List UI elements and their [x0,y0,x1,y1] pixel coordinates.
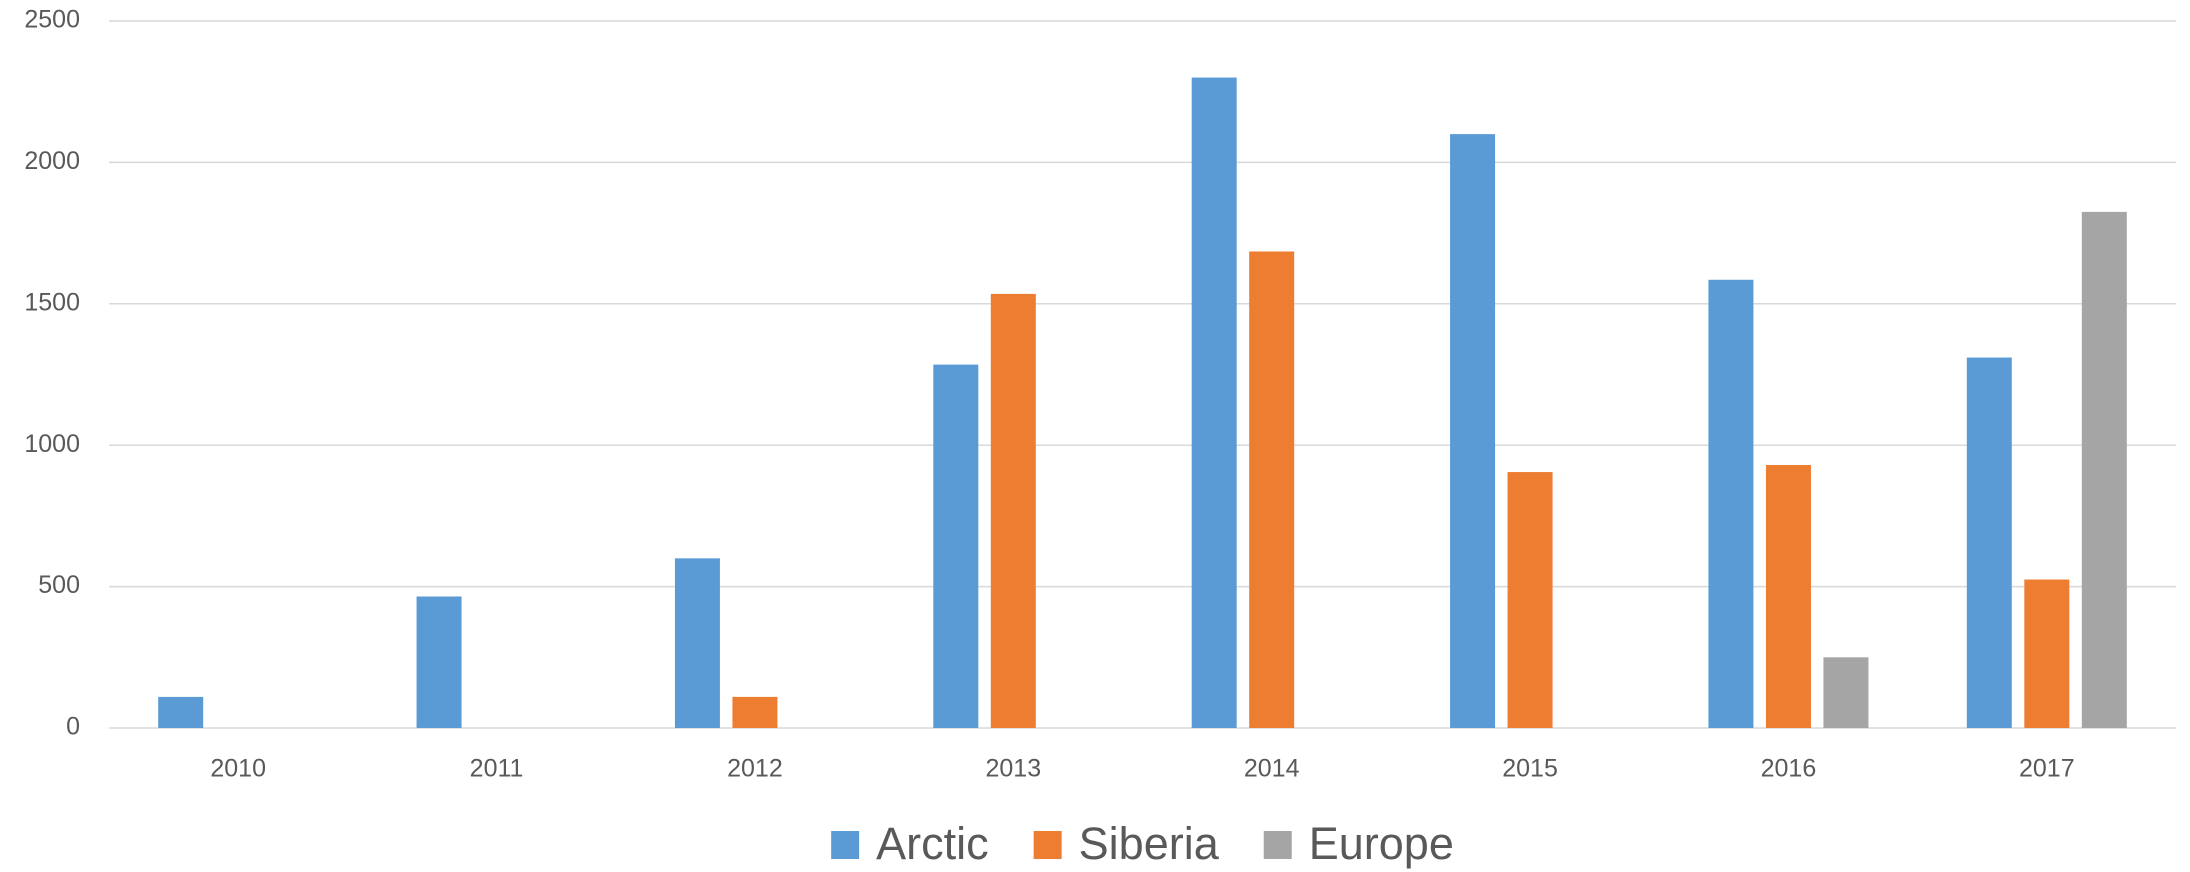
legend-swatch [831,831,860,859]
x-tick-label: 2011 [470,755,524,783]
bar [2081,211,2127,728]
bar [1507,472,1553,728]
bar [1823,657,1869,728]
x-tick-label: 2012 [727,755,783,783]
bar [416,596,462,728]
bar [732,696,778,728]
bar [1249,251,1295,728]
x-tick-label: 2015 [1502,755,1558,783]
legend-label: Siberia [1079,818,1220,869]
bar [1708,279,1754,728]
y-tick-label: 2000 [24,147,80,175]
bar [1191,77,1237,728]
legend-label: Europe [1309,818,1454,869]
y-tick-label: 1000 [24,430,80,458]
bar [1450,134,1496,728]
bar [1765,464,1811,728]
x-tick-label: 2010 [210,755,266,783]
bar [2024,579,2070,728]
bar [933,364,979,728]
x-tick-label: 2014 [1244,755,1300,783]
y-tick-label: 2500 [24,6,80,34]
legend-swatch [1033,831,1062,859]
bar [674,558,720,728]
y-tick-label: 1500 [24,288,80,316]
x-tick-label: 2016 [1761,755,1817,783]
legend-swatch [1263,831,1292,859]
bar [990,293,1036,728]
x-tick-label: 2013 [986,755,1042,783]
y-tick-label: 0 [66,713,80,741]
legend-label: Arctic [876,818,989,869]
y-tick-label: 500 [38,571,80,599]
bar [1966,357,2012,728]
bar [158,696,204,728]
x-tick-label: 2017 [2019,755,2075,783]
